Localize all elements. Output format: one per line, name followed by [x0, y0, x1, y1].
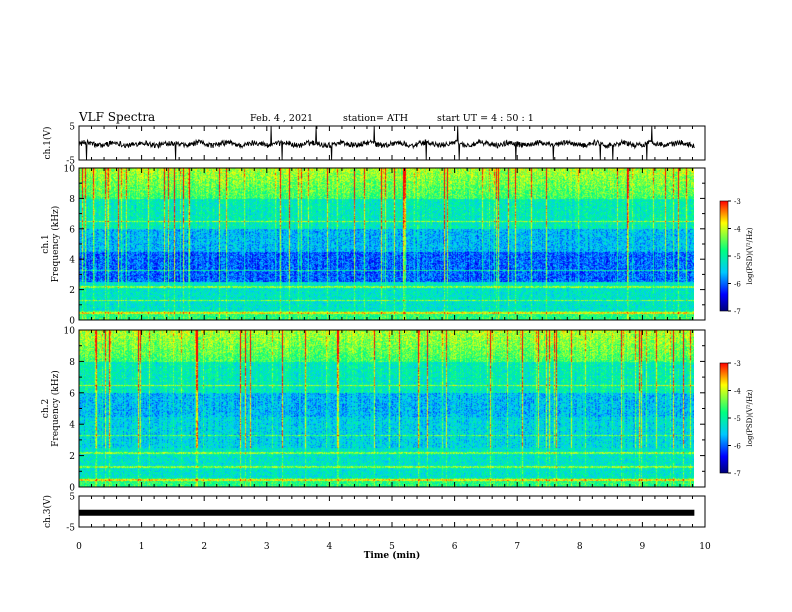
colorbar-tick-label: -3 [734, 198, 741, 206]
start-time-label: start UT = 4 : 50 : 1 [437, 113, 534, 124]
x-tick-label: 3 [264, 542, 270, 552]
colorbar-tick-label: -3 [734, 360, 741, 368]
y-tick-label: 4 [69, 421, 75, 431]
y-axis-label: ch.1 [41, 234, 51, 253]
y-axis-label: ch.3(V) [42, 495, 53, 528]
y-axis-label: ch.1(V) [42, 127, 53, 160]
ch1-waveform [78, 125, 695, 161]
figure-title: VLF Spectra [79, 110, 156, 124]
y-axis-label: Frequency (kHz) [50, 206, 61, 283]
spectrogram-ch1 [79, 168, 694, 320]
y-tick-label: 2 [69, 286, 75, 296]
colorbar [719, 200, 729, 312]
colorbar-tick-label: -4 [734, 388, 741, 396]
y-tick-label: 5 [69, 123, 75, 133]
colorbar-tick-label: -7 [734, 308, 741, 316]
x-tick-label: 5 [389, 542, 395, 552]
colorbar-label: log(PSD)(V²/Hz) [746, 227, 754, 284]
y-tick-label: 2 [69, 452, 75, 462]
x-tick-label: 9 [640, 542, 646, 552]
colorbar-label: log(PSD)(V²/Hz) [746, 389, 754, 446]
station-label: station= ATH [343, 113, 408, 124]
x-tick-label: 10 [699, 542, 711, 552]
y-tick-label: 10 [64, 165, 76, 175]
colorbar-tick-label: -6 [734, 443, 741, 451]
colorbar-tick-label: -7 [734, 470, 741, 478]
x-tick-label: 4 [327, 542, 333, 552]
y-tick-label: -5 [66, 524, 75, 534]
y-tick-label: 4 [69, 256, 75, 266]
colorbar-tick-label: -5 [734, 253, 741, 261]
y-tick-label: 0 [69, 484, 75, 494]
x-tick-label: 7 [514, 542, 520, 552]
x-tick-label: 0 [76, 542, 82, 552]
x-tick-label: 1 [139, 542, 145, 552]
y-tick-label: 8 [69, 358, 75, 368]
date-label: Feb. 4 , 2021 [250, 113, 314, 124]
colorbar-tick-label: -4 [734, 226, 741, 234]
colorbar [719, 362, 729, 474]
x-tick-label: 2 [201, 542, 207, 552]
colorbar-tick-label: -6 [734, 281, 741, 289]
spectrogram-ch2 [79, 330, 694, 487]
y-tick-label: -5 [66, 157, 75, 167]
y-tick-label: 10 [64, 327, 76, 337]
y-tick-label: 8 [69, 195, 75, 205]
y-tick-label: 6 [69, 389, 75, 399]
x-axis-label: Time (min) [364, 550, 421, 561]
ch3-waveform [79, 509, 695, 516]
y-axis-label: ch.2 [41, 399, 51, 418]
y-tick-label: 0 [69, 317, 75, 327]
x-tick-label: 6 [452, 542, 458, 552]
y-tick-label: 6 [69, 225, 75, 235]
y-axis-label: Frequency (kHz) [50, 370, 61, 447]
colorbar-tick-label: -5 [734, 415, 741, 423]
x-tick-label: 8 [577, 542, 583, 552]
y-tick-label: 5 [69, 493, 75, 503]
